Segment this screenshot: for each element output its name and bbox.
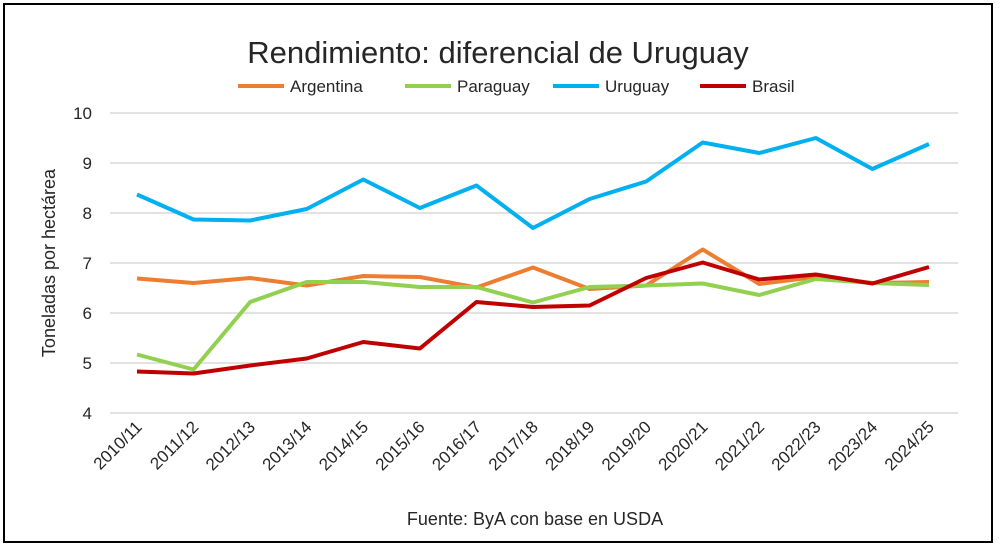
x-tick-label: 2022/23 — [768, 417, 825, 474]
x-tick-label: 2015/16 — [372, 417, 429, 474]
x-tick-label: 2019/20 — [598, 417, 655, 474]
x-tick-label: 2024/25 — [881, 417, 938, 474]
y-tick-label: 6 — [83, 304, 92, 323]
legend-label: Brasil — [752, 77, 795, 96]
series-line-brasil — [136, 260, 930, 376]
chart-title: Rendimiento: diferencial de Uruguay — [247, 35, 749, 70]
legend-label: Uruguay — [605, 77, 670, 96]
y-tick-label: 8 — [83, 204, 92, 223]
x-tick-label: 2018/19 — [542, 417, 599, 474]
x-tick-label: 2010/11 — [90, 417, 146, 473]
y-tick-label: 9 — [83, 154, 92, 173]
legend: Argentina Paraguay Uruguay Brasil — [238, 77, 795, 96]
legend-label: Argentina — [290, 77, 363, 96]
x-tick-label: 2017/18 — [485, 417, 542, 474]
x-tick-label: 2020/21 — [655, 417, 712, 474]
series-line-paraguay — [136, 277, 930, 372]
y-tick-label: 10 — [73, 104, 92, 123]
gridlines — [110, 112, 958, 414]
x-axis-ticks: 2010/11 2011/12 2012/13 2013/14 2014/15 2015/… — [90, 417, 938, 474]
y-axis-ticks: 4 5 6 7 8 9 10 — [73, 104, 92, 423]
series-lines — [136, 136, 930, 376]
x-tick-label: 2011/12 — [146, 417, 202, 473]
legend-label: Paraguay — [457, 77, 530, 96]
chart-frame — [3, 3, 993, 543]
y-axis-label: Toneladas por hectárea — [39, 168, 59, 357]
x-tick-label: 2021/22 — [711, 417, 768, 474]
y-tick-label: 5 — [83, 354, 92, 373]
x-tick-label: 2023/24 — [824, 417, 881, 474]
x-tick-label: 2014/15 — [315, 417, 372, 474]
y-tick-label: 4 — [83, 404, 92, 423]
x-tick-label: 2012/13 — [202, 417, 259, 474]
source-note: Fuente: ByA con base en USDA — [407, 509, 663, 529]
x-tick-label: 2016/17 — [428, 417, 485, 474]
y-tick-label: 7 — [83, 254, 92, 273]
series-line-argentina — [136, 247, 930, 291]
series-line-uruguay — [136, 136, 930, 230]
x-tick-label: 2013/14 — [259, 417, 316, 474]
